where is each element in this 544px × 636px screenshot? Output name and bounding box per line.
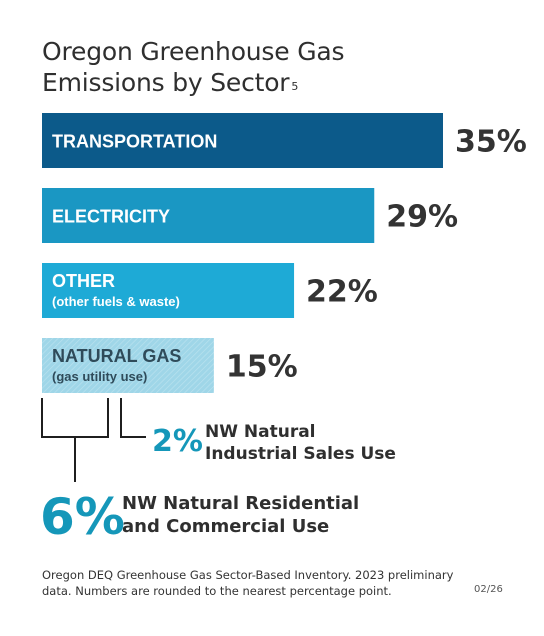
breakdown-text-industrial-1: NW Natural (205, 422, 316, 442)
bar-transportation (42, 113, 443, 168)
bar-natural-gas (42, 338, 214, 393)
bar-sublabel-other: (other fuels & waste) (52, 294, 180, 309)
bar-value-other: 22% (306, 275, 378, 310)
chart-title: Oregon Greenhouse Gas Emissions by Secto… (42, 36, 442, 98)
bar-value-electricity: 29% (386, 200, 458, 235)
bar-value-natural-gas: 15% (226, 350, 298, 385)
title-superscript: 5 (291, 80, 299, 93)
source-footnote: Oregon DEQ Greenhouse Gas Sector-Based I… (42, 568, 454, 598)
breakdown-text-residential-2: and Commercial Use (122, 516, 329, 537)
bar-label-natural-gas: NATURAL GAS (52, 346, 181, 366)
bar-value-transportation: 35% (455, 125, 527, 160)
chart-svg: TRANSPORTATION 35% ELECTRICITY 29% OTHER (oth… (40, 113, 527, 546)
date-code: 02/26 (474, 584, 503, 595)
title-line-2-text: Emissions by Sector (42, 68, 290, 97)
breakdown-value-residential: 6% (40, 488, 125, 546)
breakdown-text-residential-1: NW Natural Residential (122, 493, 359, 514)
breakdown-text-industrial-2: Industrial Sales Use (205, 444, 396, 464)
bar-label-electricity: ELECTRICITY (52, 207, 170, 227)
breakdown-connector-industrial (120, 398, 146, 438)
breakdown-value-industrial: 2% (152, 424, 203, 459)
bar-other (42, 263, 295, 318)
bar-sublabel-natural-gas: (gas utility use) (52, 369, 147, 384)
breakdown-bracket-residential (41, 398, 109, 438)
bar-label-other: OTHER (52, 271, 115, 291)
title-line-2: Emissions by Sector 5 (42, 67, 442, 98)
bar-electricity (42, 188, 375, 243)
bar-label-transportation: TRANSPORTATION (52, 132, 217, 152)
title-line-1: Oregon Greenhouse Gas (42, 37, 345, 66)
